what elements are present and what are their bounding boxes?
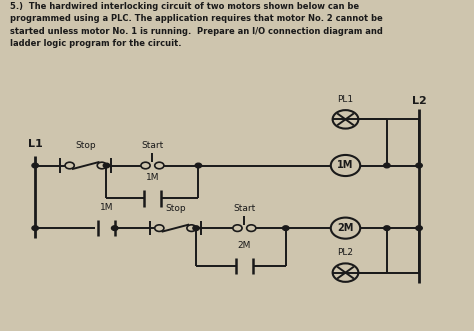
Circle shape — [383, 226, 390, 230]
Circle shape — [193, 226, 199, 230]
Text: 5.)  The hardwired interlocking circuit of two motors shown below can be
program: 5.) The hardwired interlocking circuit o… — [10, 2, 383, 48]
Text: PL2: PL2 — [337, 249, 354, 258]
Circle shape — [111, 226, 118, 230]
Circle shape — [141, 162, 150, 169]
Circle shape — [246, 225, 256, 231]
Circle shape — [283, 226, 289, 230]
Circle shape — [32, 163, 38, 168]
Circle shape — [32, 226, 38, 230]
Circle shape — [233, 225, 242, 231]
Text: 2M: 2M — [337, 223, 354, 233]
Text: Start: Start — [233, 204, 255, 213]
Circle shape — [103, 163, 109, 168]
Text: PL1: PL1 — [337, 95, 354, 104]
Circle shape — [97, 162, 107, 169]
Circle shape — [416, 226, 422, 230]
Circle shape — [65, 162, 74, 169]
Circle shape — [155, 225, 164, 231]
Circle shape — [187, 225, 196, 231]
Text: 1M: 1M — [337, 161, 354, 170]
Circle shape — [155, 162, 164, 169]
Text: L2: L2 — [412, 96, 427, 106]
Circle shape — [416, 163, 422, 168]
Text: L1: L1 — [28, 139, 43, 149]
Circle shape — [195, 163, 201, 168]
Text: 1M: 1M — [146, 173, 159, 182]
Text: Stop: Stop — [75, 141, 96, 150]
Text: Start: Start — [141, 141, 164, 150]
Text: 2M: 2M — [237, 241, 251, 250]
Circle shape — [383, 163, 390, 168]
Text: Stop: Stop — [165, 204, 186, 213]
Text: 1M: 1M — [100, 203, 113, 212]
